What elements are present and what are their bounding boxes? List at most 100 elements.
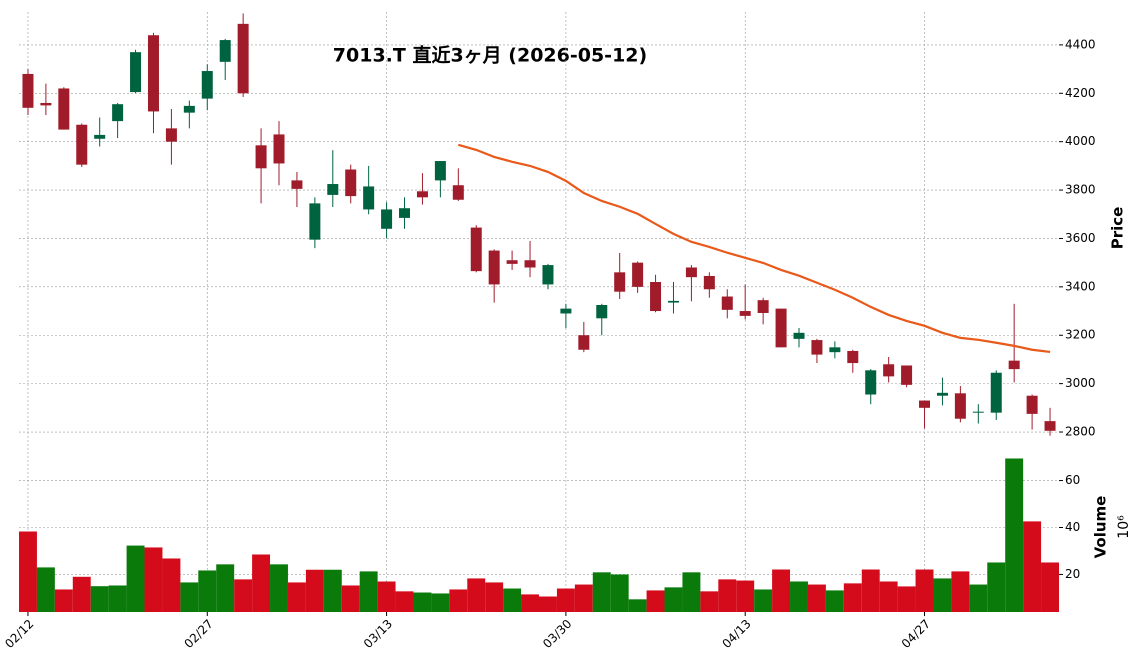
chart-title: 7013.T 直近3ヶ月 (2026-05-12) xyxy=(333,44,647,67)
candle-body xyxy=(291,180,303,189)
volume-bar xyxy=(969,584,988,612)
candle-body xyxy=(632,262,644,287)
candle-body xyxy=(524,260,536,268)
y-axis-label: Price xyxy=(1109,207,1127,250)
volume-bar xyxy=(72,576,91,612)
candle-body xyxy=(112,104,124,122)
candle-body xyxy=(721,296,733,310)
volume-bar xyxy=(252,554,271,612)
volume-bar xyxy=(359,571,378,612)
volume-bar xyxy=(754,589,773,612)
candle-body xyxy=(596,304,608,319)
candle-body xyxy=(972,411,984,413)
moving-average-line xyxy=(458,143,1051,354)
volume-bar xyxy=(574,584,593,612)
volume-bar xyxy=(897,586,916,612)
volume-bar xyxy=(646,590,665,612)
candle-body xyxy=(58,88,70,130)
y-tick-label: 3600 xyxy=(1065,231,1096,245)
volume-bar xyxy=(610,574,629,612)
candle-body xyxy=(165,128,177,142)
candle-body xyxy=(488,250,500,285)
candle-body xyxy=(614,272,626,292)
candle-body xyxy=(345,169,357,197)
candle-body xyxy=(255,145,267,169)
x-tick-label: 03/30 xyxy=(540,617,574,651)
y-tick-label: 60 xyxy=(1065,473,1080,487)
candle-body xyxy=(560,308,572,314)
volume-bar xyxy=(772,569,791,612)
volume-bar xyxy=(682,572,701,612)
candle-body xyxy=(1044,421,1056,431)
candle-body xyxy=(919,400,931,408)
volume-bar xyxy=(843,583,862,612)
candle-body xyxy=(327,184,339,195)
candle-body xyxy=(793,332,805,339)
volume-bar xyxy=(234,579,253,612)
candle-body xyxy=(309,203,321,240)
y-tick-label: 3800 xyxy=(1065,183,1096,197)
volume-bar xyxy=(521,594,539,612)
volume-bar xyxy=(449,589,468,612)
candle-body xyxy=(183,105,195,113)
candle-body xyxy=(829,347,841,353)
volume-bar xyxy=(1005,458,1024,612)
volume-bar xyxy=(718,579,737,612)
volume-bar xyxy=(377,581,396,612)
volume-bar xyxy=(413,592,432,612)
volume-bar xyxy=(162,558,181,612)
volume-bar xyxy=(592,572,611,612)
volume-bar xyxy=(305,569,324,612)
x-tick-label: 02/12 xyxy=(2,617,36,651)
y-tick-label: 4000 xyxy=(1065,134,1096,148)
candle-body xyxy=(667,300,679,303)
candle-body xyxy=(936,392,948,396)
volume-bar xyxy=(485,582,504,612)
candle-body xyxy=(542,265,554,285)
candle-body xyxy=(22,73,34,108)
volume-bar xyxy=(90,586,109,612)
candle-body xyxy=(470,227,482,272)
x-tick-label: 03/13 xyxy=(361,617,395,651)
candle-body xyxy=(40,102,52,106)
candle-body xyxy=(811,340,823,355)
candle-body xyxy=(578,335,590,350)
volume-bar xyxy=(126,545,145,612)
volume-bar xyxy=(323,569,342,612)
y-tick-label: 2800 xyxy=(1065,425,1096,439)
volume-bar xyxy=(341,585,360,612)
candle-body xyxy=(76,124,88,165)
candle-body xyxy=(94,134,106,139)
volume-bar xyxy=(503,588,522,612)
candle-body xyxy=(650,282,662,312)
candle-body xyxy=(883,364,895,377)
y-tick-label: 40 xyxy=(1065,520,1080,534)
volume-bar xyxy=(987,562,1006,612)
volume-bar xyxy=(36,567,55,612)
candle-body xyxy=(990,372,1002,413)
volume-bar xyxy=(198,570,217,612)
y-tick-label: 3000 xyxy=(1065,376,1096,390)
y-tick-label: 4400 xyxy=(1065,37,1096,51)
volume-bar xyxy=(556,588,575,612)
volume-bar xyxy=(825,590,844,612)
volume-bar xyxy=(539,596,557,612)
candle-body xyxy=(1008,360,1020,370)
candle-body xyxy=(381,209,393,229)
candle-body xyxy=(739,311,751,316)
candle-body xyxy=(1026,395,1038,414)
volume-offset-label: 10⁶ xyxy=(1116,515,1132,539)
candle-body xyxy=(219,40,231,62)
y-tick-label: 3200 xyxy=(1065,328,1096,342)
volume-bar xyxy=(861,569,880,612)
y-tick-label: 4200 xyxy=(1065,86,1096,100)
candle-body xyxy=(452,185,464,200)
candle-body xyxy=(954,393,966,419)
volume-bar xyxy=(287,582,306,612)
y-tick-label: 3400 xyxy=(1065,279,1096,293)
volume-bar xyxy=(700,591,719,612)
volume-bar xyxy=(1041,562,1059,612)
volume-bar xyxy=(19,531,37,612)
candle-body xyxy=(130,52,142,93)
